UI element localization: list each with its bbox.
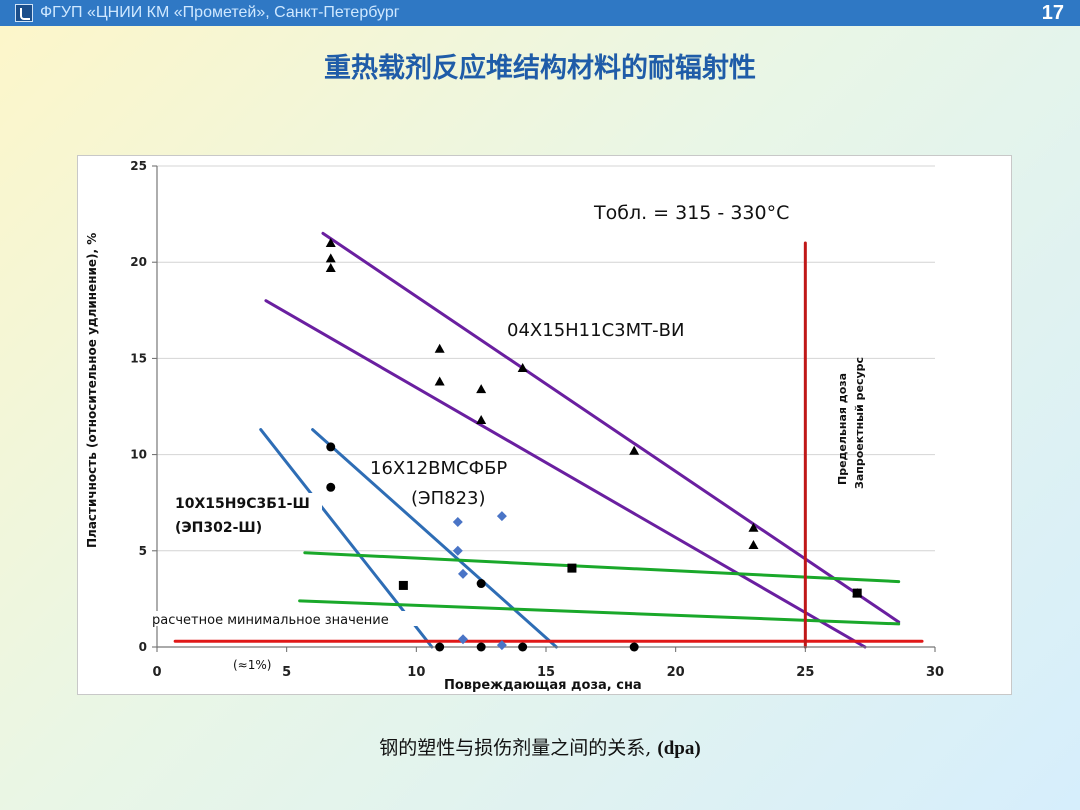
label-min-value: расчетное минимальное значение: [152, 613, 389, 628]
label-steel-b-line2: (ЭП823): [411, 488, 486, 509]
label-steel-b-line1: 16Х12ВМСФБР: [370, 458, 507, 479]
square-point: [852, 588, 862, 598]
label-limit-dose: Предельная доза: [836, 373, 849, 485]
circle-point: [518, 642, 528, 652]
diamond-point: [452, 516, 463, 527]
triangle-point: [476, 414, 487, 424]
trend-line: [321, 231, 901, 624]
trend-lines: [173, 231, 924, 649]
circle-point: [629, 642, 639, 652]
y-axis-label: Пластичность (относительное удлинение), …: [85, 233, 99, 548]
trend-line: [303, 551, 901, 584]
organization-label: ФГУП «ЦНИИ КМ «Прометей», Санкт-Петербур…: [40, 4, 400, 21]
x-tick-label: 25: [796, 665, 814, 680]
x-tick-label: 30: [926, 665, 944, 680]
x-tick-label: 15: [537, 665, 555, 680]
trend-line: [259, 428, 434, 649]
y-tick-label: 5: [139, 544, 147, 558]
x-tick-label: 5: [282, 665, 291, 680]
y-tick-label: 10: [130, 448, 147, 462]
square-point: [398, 580, 408, 590]
triangle-point: [325, 262, 336, 272]
label-steel-c-line2: (ЭП302-Ш): [175, 520, 262, 536]
chart: 0 5 10 15 20 25 0 5 10 15 20 25 30 Тобл. = 315 - 330…: [85, 159, 944, 693]
circle-point: [326, 482, 336, 492]
logo-icon: [15, 4, 33, 22]
chart-title: Тобл. = 315 - 330°C: [593, 202, 789, 224]
caption-text: 钢的塑性与损伤剂量之间的关系,: [379, 737, 652, 759]
diamond-point: [496, 511, 507, 522]
circle-point: [326, 442, 336, 452]
slide-caption: 钢的塑性与损伤剂量之间的关系, (dpa): [0, 733, 1080, 760]
y-tick-label: 15: [130, 351, 147, 365]
triangle-point: [434, 343, 445, 353]
slide-title: 重热载剂反应堆结构材料的耐辐射性: [324, 53, 756, 84]
triangle-point: [629, 445, 640, 455]
trend-line: [311, 428, 558, 649]
y-tick-label: 25: [130, 159, 147, 173]
triangle-point: [434, 376, 445, 386]
triangle-point: [325, 253, 336, 263]
x-axis-label: Повреждающая доза, сна: [444, 678, 642, 693]
triangle-point: [748, 522, 759, 532]
y-tick-label: 0: [139, 640, 147, 654]
diamond-point: [458, 634, 469, 645]
axes: 0 5 10 15 20 25 0 5 10 15 20 25 30: [130, 159, 944, 680]
header-bar: ФГУП «ЦНИИ КМ «Прометей», Санкт-Петербур…: [0, 0, 1080, 26]
label-limit-resource: Запроектный ресурс: [853, 357, 866, 489]
chart-panel: 0 5 10 15 20 25 0 5 10 15 20 25 30 Тобл. = 315 - 330…: [77, 155, 1012, 695]
caption-unit: (dpa): [657, 738, 701, 759]
trend-line: [264, 299, 867, 649]
steel-c-label-bg: [174, 493, 322, 535]
triangle-point: [517, 363, 528, 373]
y-tick-label: 20: [130, 255, 147, 269]
label-steel-c-line1: 10Х15Н9С3Б1-Ш: [175, 496, 310, 512]
page-number: 17: [1041, 2, 1064, 24]
label-steel-a: 04Х15Н11С3МТ-ВИ: [507, 320, 684, 341]
min-value-label-bg: [151, 611, 423, 626]
trend-line: [298, 599, 901, 626]
tick-note: (≈1%): [233, 658, 271, 672]
diamond-point: [452, 545, 463, 556]
diamond-point: [496, 640, 507, 651]
x-tick-label: 10: [407, 665, 425, 680]
triangle-point: [325, 237, 336, 247]
x-tick-label: 20: [667, 665, 685, 680]
diamond-point: [458, 568, 469, 579]
circle-point: [476, 579, 486, 589]
square-point: [567, 563, 577, 573]
triangle-point: [748, 540, 759, 550]
circle-point: [435, 642, 445, 652]
data-points: [325, 237, 863, 652]
triangle-point: [476, 384, 487, 394]
x-tick-label: 0: [152, 665, 161, 680]
circle-point: [476, 642, 486, 652]
